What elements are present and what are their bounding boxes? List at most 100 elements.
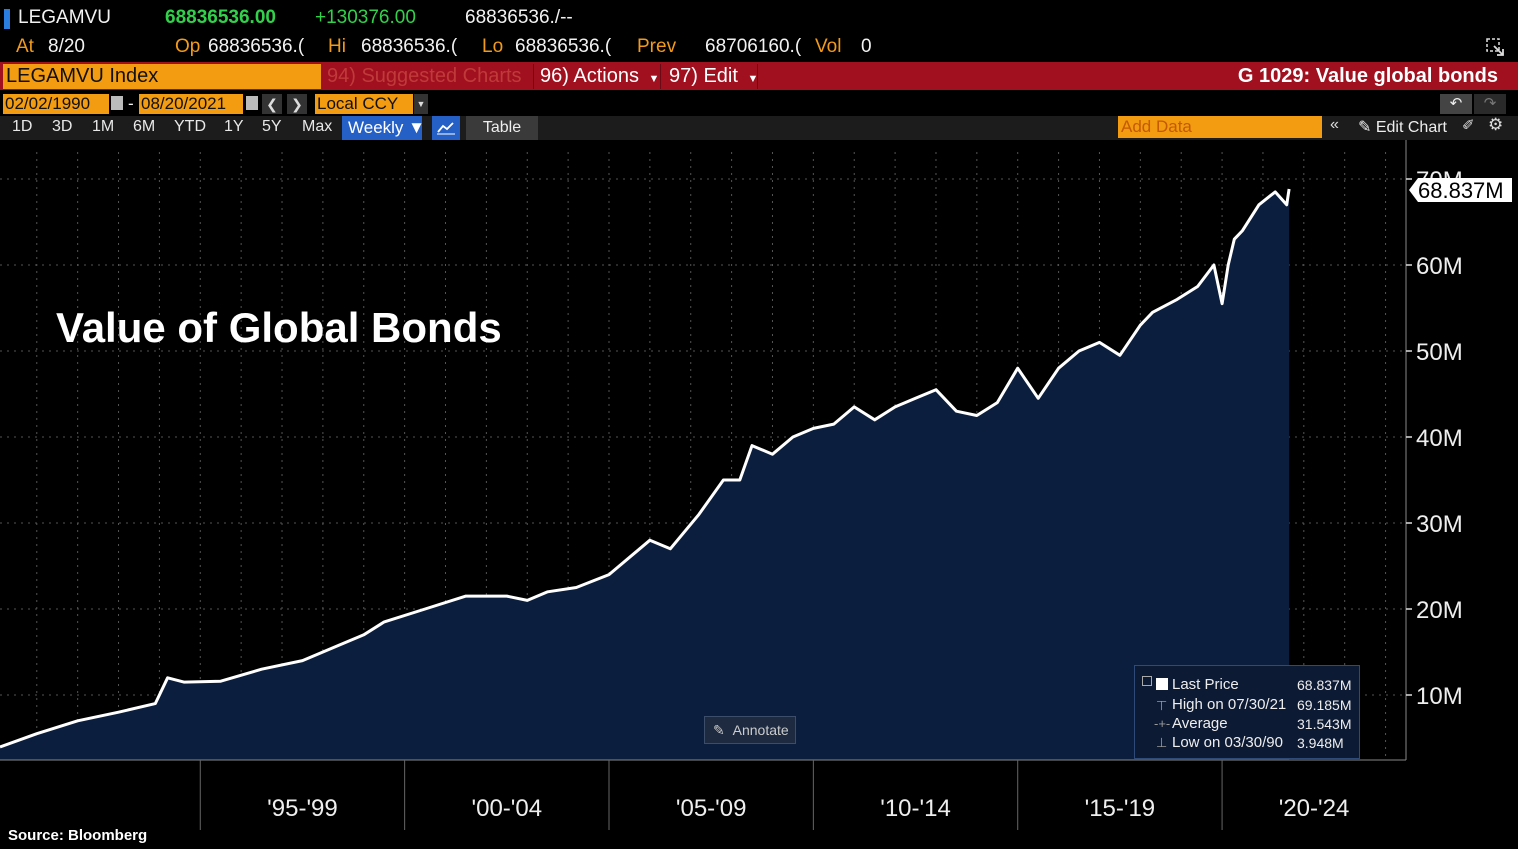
chart-title: Value of Global Bonds (56, 304, 502, 351)
redo-icon: ↷ (1483, 95, 1497, 112)
chevron-left-icon: ❮ (266, 96, 278, 112)
next-range-button[interactable]: ❯ (287, 94, 307, 114)
period-tab-3d[interactable]: 3D (52, 118, 73, 135)
legend-box[interactable] (1134, 665, 1360, 759)
prev-range-button[interactable]: ❮ (262, 94, 282, 114)
x-tick-label: '95-'99 (267, 795, 338, 822)
edit-chart-button[interactable]: ✎ Edit Chart (1358, 117, 1447, 137)
actions-button[interactable]: 96) Actions ▼ (533, 64, 660, 89)
end-date-field[interactable]: 08/20/2021 (139, 94, 243, 114)
gear-icon: ⚙ (1488, 115, 1504, 134)
edit-label: 97) Edit (669, 65, 738, 87)
y-tick-label: 10M (1416, 683, 1463, 710)
x-ticks: '95-'99 '00-'04 '05-'09 '10-'14 '15-'19 '20-'… (199, 760, 1350, 830)
series-area (0, 189, 1290, 760)
last-price: 68836536.00 (165, 7, 276, 28)
y-ticks: 10M20M30M40M50M60M70M (1406, 167, 1463, 710)
edit-caret-icon: ▼ (747, 73, 759, 85)
actions-caret-icon: ▼ (648, 73, 660, 85)
table-label: Table (482, 119, 522, 136)
volume-value: 0 (861, 36, 872, 57)
redo-button[interactable]: ↷ (1474, 94, 1506, 114)
chart-type-button[interactable] (432, 116, 460, 140)
end-calendar-icon[interactable] (246, 96, 258, 110)
chart-area: '95-'99 '00-'04 '05-'09 '10-'14 '15-'19 '20-'… (0, 140, 1512, 830)
y-tick-label: 20M (1416, 597, 1463, 624)
last-price-tag: 68.837M (1409, 178, 1512, 203)
last-price-tag-label: 68.837M (1418, 178, 1504, 203)
currency-select[interactable]: Local CCY (315, 94, 413, 114)
period-tab-1m[interactable]: 1M (92, 118, 115, 135)
low-label: Lo (482, 36, 504, 57)
suggested-charts-button[interactable]: 94) Suggested Charts (327, 65, 522, 87)
start-date-field[interactable]: 02/02/1990 (3, 94, 109, 114)
annotate-label: Annotate (732, 722, 789, 738)
popout-icon[interactable] (1486, 38, 1504, 56)
legend-low-label: Low on 03/30/90 (1172, 734, 1283, 751)
y-tick-label: 60M (1416, 253, 1463, 280)
low-value: 68836536.( (515, 36, 612, 57)
legend-low-icon: ⊥ (1156, 735, 1168, 750)
period-tab-1y[interactable]: 1Y (224, 118, 244, 135)
at-label: At (16, 36, 34, 57)
edit-button[interactable]: 97) Edit ▼ (660, 64, 758, 89)
edit-style-icon: ✐ (1462, 117, 1475, 134)
series-line (0, 188, 1291, 749)
currency-dropdown-icon[interactable]: ▼ (414, 94, 428, 114)
bid-ask: 68836536./-- (465, 7, 573, 28)
start-calendar-icon[interactable] (111, 96, 123, 110)
add-data-input[interactable]: Add Data (1118, 116, 1322, 138)
legend-last-label: Last Price (1172, 676, 1239, 693)
start-date: 02/02/1990 (5, 94, 91, 113)
price-change: +130376.00 (315, 7, 416, 28)
period-tab-6m[interactable]: 6M (133, 118, 156, 135)
x-tick-label: '05-'09 (676, 795, 747, 822)
currency-value: Local CCY (317, 94, 399, 113)
security-name: LEGAMVU Index (6, 65, 159, 87)
undo-button[interactable]: ↶ (1440, 94, 1472, 114)
double-chevron-left-icon: « (1330, 116, 1339, 133)
line-chart-icon (437, 122, 455, 135)
x-tick-label: '20-'24 (1279, 795, 1350, 822)
frequency-select[interactable]: Weekly ▼ (342, 116, 425, 140)
pencil-icon: ✎ (1358, 119, 1372, 136)
period-tab-5y[interactable]: 5Y (262, 118, 282, 135)
annotate-button[interactable]: ✎ Annotate (704, 716, 796, 744)
collapse-button[interactable]: « (1330, 116, 1339, 134)
legend-high-label: High on 07/30/21 (1172, 696, 1287, 713)
y-tick-label: 40M (1416, 425, 1463, 452)
edit-chart-label: Edit Chart (1375, 119, 1447, 136)
range-dash: - (128, 94, 134, 113)
legend-low-value: 3.948M (1297, 735, 1344, 751)
period-tab-1d[interactable]: 1D (12, 118, 33, 135)
function-title: G 1029: Value global bonds (1237, 65, 1498, 87)
prev-value: 68706160.( (705, 36, 802, 57)
table-button[interactable]: Table (466, 116, 538, 140)
period-tab-ytd[interactable]: YTD (174, 118, 206, 135)
legend-avg-label: Average (1172, 715, 1228, 732)
legend-collapse-icon[interactable] (1142, 676, 1152, 686)
at-date: 8/20 (48, 36, 85, 57)
prev-label: Prev (637, 36, 677, 57)
annotate-pencil-icon: ✎ (713, 722, 725, 738)
actions-label: 96) Actions (540, 65, 639, 87)
y-tick-label: 50M (1416, 339, 1463, 366)
legend-high-value: 69.185M (1297, 697, 1352, 713)
open-value: 68836536.( (208, 36, 305, 57)
x-tick-label: '10-'14 (880, 795, 951, 822)
edit-style-button[interactable]: ✐ (1462, 116, 1475, 134)
ticker-marker (4, 9, 10, 29)
add-data-placeholder: Add Data (1121, 117, 1192, 136)
legend-avg-value: 31.543M (1297, 716, 1352, 732)
high-value: 68836536.( (361, 36, 458, 57)
source-note: Source: Bloomberg (8, 827, 148, 844)
undo-icon: ↶ (1449, 95, 1463, 112)
legend-high-icon: ⊤ (1156, 698, 1168, 713)
volume-label: Vol (815, 36, 842, 57)
settings-button[interactable]: ⚙ (1488, 115, 1503, 135)
high-label: Hi (328, 36, 346, 57)
security-field[interactable]: LEGAMVU Index (3, 64, 321, 89)
y-tick-label: 30M (1416, 511, 1463, 538)
period-tab-max[interactable]: Max (302, 118, 333, 135)
legend-last-swatch (1156, 678, 1168, 690)
